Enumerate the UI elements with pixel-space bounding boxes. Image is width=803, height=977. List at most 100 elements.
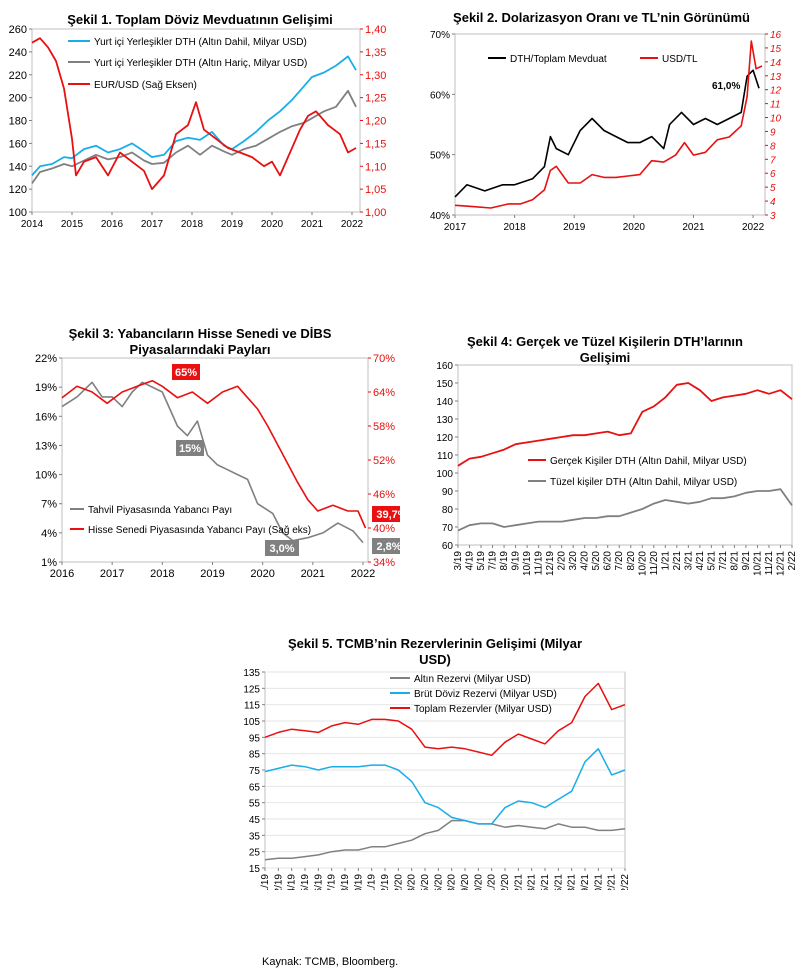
- x-tick-label: 2017: [444, 222, 467, 233]
- x-tick-label: 6/21: [553, 874, 564, 890]
- chart-svg: 100 120 140 160 180 200 220 240 260 1,00 1,05 1,10 1…: [9, 24, 387, 230]
- y-tick-label: 130: [436, 415, 453, 426]
- chart-title: Şekil 1. Toplam Döviz Mevduatının Gelişi…: [67, 12, 333, 27]
- series-line-3: [31, 37, 357, 190]
- y2-tick-label: 70%: [373, 353, 395, 365]
- legend-label: USD/TL: [662, 54, 698, 65]
- y-tick-label: 125: [243, 684, 260, 695]
- y-tick-label: 140: [436, 397, 453, 408]
- x-tick-label: 3/21: [683, 551, 694, 571]
- y-tick-label: 110: [437, 451, 453, 462]
- y-tick-label: 95: [249, 733, 261, 744]
- annotation-label: 15%: [179, 443, 201, 455]
- x-tick-label: 6/20: [603, 551, 614, 571]
- chart-panel-5: Şekil 5. TCMB’nin Rezervlerinin Gelişimi…: [230, 630, 640, 890]
- x-tick-label: 8/21: [567, 874, 578, 890]
- x-tick-label: 9/21: [741, 551, 752, 571]
- x-tick-label: 5/19: [300, 874, 311, 890]
- y2-tick-label: 16: [770, 30, 782, 41]
- y-tick-label: 70%: [430, 30, 450, 41]
- chart-title: Şekil 2. Dolarizasyon Oranı ve TL’nin Gö…: [453, 10, 750, 25]
- y2-tick-label: 1,20: [365, 116, 386, 128]
- y2-tick-label: 14: [770, 58, 782, 69]
- x-tick-label: 2/22: [787, 551, 798, 571]
- x-tick-label: 2016: [50, 568, 74, 580]
- y-tick-label: 115: [244, 701, 260, 712]
- series-line-1: [264, 819, 626, 861]
- legend-label: Tahvil Piyasasında Yabancı Payı: [88, 505, 232, 516]
- y-tick-label: 150: [436, 379, 453, 390]
- y-tick-label: 40%: [430, 211, 450, 222]
- y-tick-label: 240: [9, 47, 27, 59]
- y2-tick-label: 7: [770, 155, 776, 166]
- x-tick-label: 8/19: [499, 551, 510, 571]
- x-tick-label: 9/19: [511, 551, 522, 571]
- x-tick-label: 6/20: [433, 874, 444, 890]
- y-tick-label: 260: [9, 24, 27, 36]
- x-tick-label: 1/21: [660, 551, 671, 571]
- y2-tick-label: 15: [770, 44, 782, 55]
- x-tick-label: 7/20: [614, 551, 625, 571]
- y-tick-label: 60%: [430, 90, 450, 101]
- legend-label: Hisse Senedi Piyasasında Yabancı Payı (S…: [88, 525, 311, 536]
- x-tick-label: 5/19: [476, 551, 487, 571]
- x-tick-label: 2016: [101, 219, 124, 230]
- legend-label: Toplam Rezervler (Milyar USD): [414, 704, 552, 715]
- y-tick-label: 55: [249, 799, 261, 810]
- x-tick-label: 7/21: [718, 551, 729, 571]
- x-tick-label: 8/20: [447, 874, 458, 890]
- series-line-2: [31, 89, 357, 184]
- chart-svg: 40% 50% 60% 70% 3 4 5 6 7 8 9 10 11 12 13 14 15 16 2017 201…: [430, 30, 782, 233]
- legend-label: Gerçek Kişiler DTH (Altın Dahil, Milyar …: [550, 456, 747, 467]
- chart-svg: 60 70 80 90 100 110 120 130 140 150 160 3/19 4/19 5/1…: [436, 361, 798, 576]
- y-tick-label: 10%: [35, 470, 57, 482]
- x-tick-label: 3/19: [453, 551, 464, 571]
- annotation-label: 65%: [175, 367, 197, 379]
- chart-svg: 1% 4% 7% 10% 13% 16% 19% 22% 34% 40% 46% 52% 58% 64% 7…: [35, 353, 400, 580]
- y2-tick-label: 1,35: [365, 47, 386, 59]
- legend-label: Altın Rezervi (Milyar USD): [414, 674, 531, 685]
- x-tick-label: 2021: [301, 568, 325, 580]
- x-tick-label: 2022: [341, 219, 364, 230]
- x-tick-label: 12/21: [607, 874, 618, 890]
- x-tick-label: 2020: [261, 219, 284, 230]
- x-tick-label: 8/20: [626, 551, 637, 571]
- y2-tick-label: 5: [770, 183, 776, 194]
- series-line-2: [454, 40, 763, 209]
- x-tick-label: 9/21: [580, 874, 591, 890]
- y2-tick-label: 3: [770, 211, 776, 222]
- y-tick-label: 65: [249, 782, 261, 793]
- y-tick-label: 160: [436, 361, 453, 372]
- chart-panel-2: Şekil 2. Dolarizasyon Oranı ve TL’nin Gö…: [400, 0, 803, 250]
- x-tick-label: 5/21: [706, 551, 717, 571]
- y-tick-label: 16%: [35, 411, 57, 423]
- x-tick-label: 2/20: [557, 551, 568, 571]
- legend-label: EUR/USD (Sağ Eksen): [94, 80, 197, 91]
- x-tick-label: 11/19: [534, 551, 545, 576]
- x-tick-label: 12/19: [545, 551, 556, 576]
- x-tick-label: 2019: [563, 222, 586, 233]
- y2-tick-label: 1,10: [365, 161, 386, 173]
- x-tick-label: 2018: [503, 222, 526, 233]
- y2-tick-label: 46%: [373, 489, 395, 501]
- x-tick-label: 2018: [150, 568, 174, 580]
- x-tick-label: 7/19: [488, 551, 499, 571]
- x-tick-label: 11/20: [649, 551, 660, 576]
- x-tick-label: 12/20: [500, 874, 511, 890]
- chart-panel-4: Şekil 4: Gerçek ve Tüzel Kişilerin DTH’l…: [400, 320, 803, 590]
- x-tick-label: 6/19: [313, 874, 324, 890]
- legend-label: Yurt içi Yerleşikler DTH (Altın Dahil, M…: [94, 37, 307, 48]
- x-tick-label: 9/20: [460, 874, 471, 890]
- y2-tick-label: 4: [770, 197, 776, 208]
- x-tick-label: 10/19: [522, 551, 533, 576]
- x-tick-label: 3/21: [527, 874, 538, 890]
- legend-label: Brüt Döviz Rezervi (Milyar USD): [414, 689, 557, 700]
- chart-title: Şekil 3: Yabancıların Hisse Senedi ve Dİ…: [68, 326, 332, 357]
- x-tick-label: 2019: [221, 219, 244, 230]
- y-tick-label: 140: [9, 161, 27, 173]
- y2-tick-label: 12: [770, 86, 782, 97]
- annotation-badge: [172, 364, 200, 380]
- x-tick-label: 2/19: [273, 874, 284, 890]
- series-line-1: [61, 381, 364, 544]
- y-tick-label: 135: [243, 668, 260, 679]
